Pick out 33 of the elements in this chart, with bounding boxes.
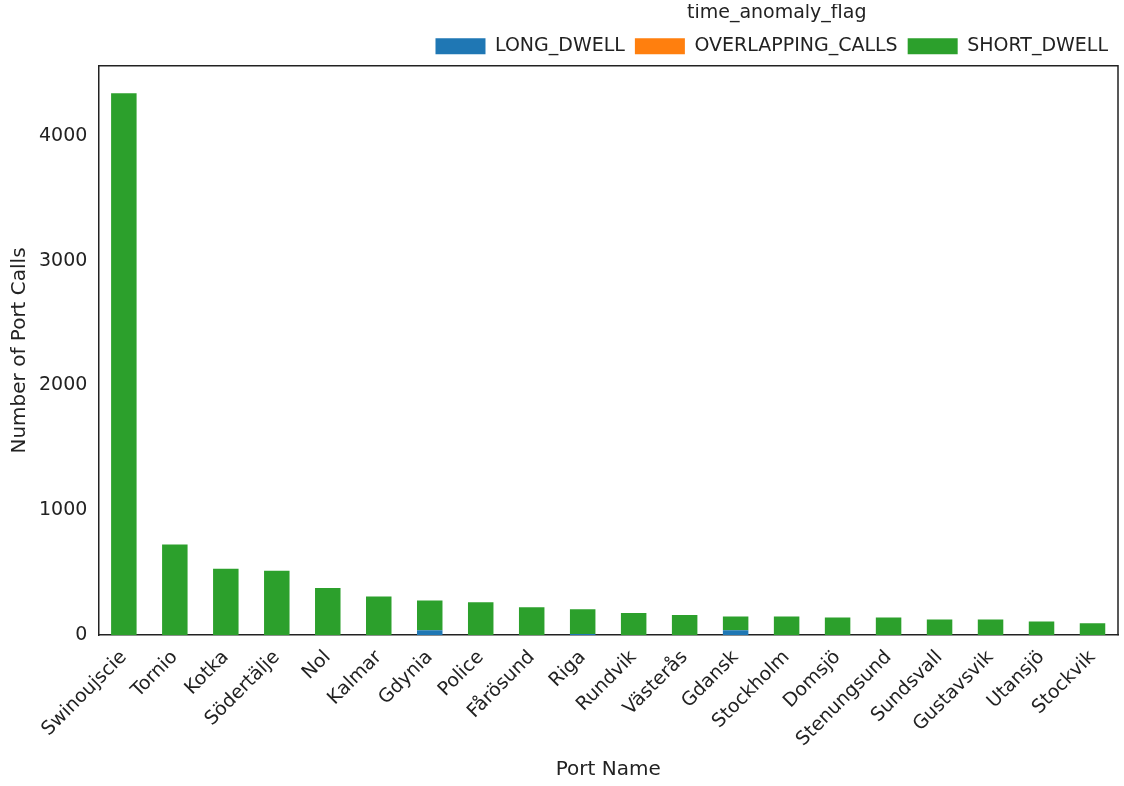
legend-label: SHORT_DWELL [967, 33, 1109, 57]
bar [671, 614, 698, 636]
bar [977, 619, 1004, 636]
legend-title: time_anomaly_flag [686, 0, 867, 24]
bar [518, 607, 545, 636]
bar [467, 602, 494, 636]
y-tick-label: 0 [75, 622, 88, 645]
bar [722, 630, 749, 636]
bar [416, 630, 443, 636]
bar [773, 616, 800, 636]
y-tick-label: 3000 [38, 247, 88, 270]
legend-label: OVERLAPPING_CALLS [694, 33, 898, 57]
y-tick-label: 1000 [38, 497, 88, 520]
bar [264, 570, 290, 636]
y-tick-label: 2000 [38, 372, 88, 395]
bar [722, 616, 749, 631]
bar [926, 619, 953, 636]
bar [162, 544, 188, 636]
bar [875, 617, 902, 636]
bar [416, 600, 443, 631]
bar [824, 617, 851, 636]
bar [111, 93, 137, 636]
bar [620, 612, 647, 636]
x-axis-title: Port Name [555, 756, 661, 781]
bar [366, 596, 392, 636]
legend-label: LONG_DWELL [494, 33, 626, 57]
y-axis-title: Number of Port Calls [6, 247, 31, 454]
y-tick-label: 4000 [38, 122, 88, 145]
bar [213, 568, 239, 636]
bar [1079, 623, 1106, 636]
bar [315, 587, 341, 636]
bar [569, 609, 596, 634]
bar [1028, 621, 1055, 636]
